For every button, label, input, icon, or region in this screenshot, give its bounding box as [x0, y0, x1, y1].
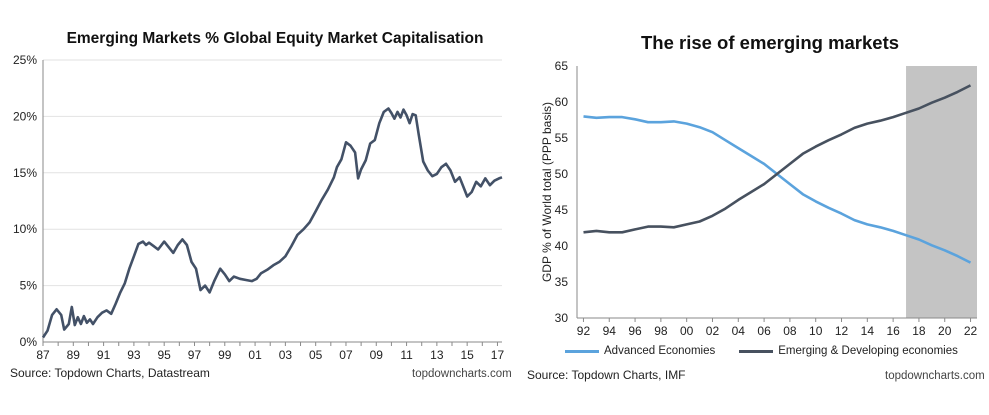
y-tick-label: 10% — [13, 222, 37, 236]
y-tick-label: 45 — [555, 203, 569, 217]
legend-item-advanced: Advanced Economies — [565, 345, 715, 357]
x-tick-label: 09 — [370, 348, 384, 362]
equity-cap-chart: 0% 5% 10% 15% 20% 25% 87 89 91 93 95 97 99 01 03 05 07 09… — [13, 53, 505, 362]
y-tick-label: 0% — [20, 335, 38, 349]
y-tick-label: 65 — [555, 59, 569, 73]
forecast-shade — [906, 66, 977, 318]
x-tick-label: 15 — [460, 348, 474, 362]
x-tick-label: 06 — [757, 324, 771, 338]
x-tick-label: 91 — [97, 348, 111, 362]
x-tick-label: 12 — [835, 324, 849, 338]
brand-label: topdowncharts.com — [412, 368, 512, 380]
gdp-share-chart-panel: The rise of emerging markets 30 35 40 45 50 5… — [515, 0, 989, 415]
x-tick-label: 05 — [309, 348, 323, 362]
x-tick-label: 03 — [279, 348, 293, 362]
equity-cap-chart-panel: Emerging Markets % Global Equity Market … — [10, 30, 512, 380]
legend-label: Emerging & Developing economies — [778, 345, 958, 357]
legend-item-emerging: Emerging & Developing economies — [739, 345, 958, 357]
x-tick-label: 10 — [809, 324, 823, 338]
x-tick-label: 98 — [654, 324, 668, 338]
x-tick-label: 14 — [861, 324, 875, 338]
x-tick-label: 13 — [430, 348, 444, 362]
y-tick-label: 40 — [555, 239, 569, 253]
x-tick-label: 17 — [491, 348, 505, 362]
x-tick-label: 18 — [912, 324, 926, 338]
x-tick-label: 00 — [680, 324, 694, 338]
x-tick-label: 20 — [938, 324, 952, 338]
y-axis-title: GDP % of World total (PPP basis) — [540, 101, 554, 283]
x-tick-label: 22 — [964, 324, 978, 338]
legend-label: Advanced Economies — [604, 345, 716, 357]
series-line-em-share — [41, 107, 503, 339]
x-tick-label: 93 — [127, 348, 141, 362]
chart-title: The rise of emerging markets — [640, 32, 900, 53]
x-tick-label: 99 — [218, 348, 232, 362]
y-tick-label: 35 — [555, 275, 569, 289]
legend-swatch — [565, 349, 599, 353]
y-tick-label: 60 — [555, 95, 569, 109]
x-tick-label: 08 — [783, 324, 797, 338]
y-tick-label: 30 — [555, 311, 569, 325]
x-tick-label: 07 — [339, 348, 353, 362]
y-tick-label: 55 — [555, 131, 569, 145]
x-tick-label: 01 — [248, 348, 262, 362]
x-tick-label: 02 — [706, 324, 720, 338]
x-tick-label: 96 — [628, 324, 642, 338]
source-note: Source: Topdown Charts, IMF — [527, 368, 686, 382]
x-tick-label: 92 — [577, 324, 591, 338]
x-tick-label: 16 — [886, 324, 900, 338]
series-line-emerging — [583, 84, 972, 234]
legend: Advanced Economies Emerging & Developing… — [565, 345, 982, 357]
x-tick-label: 11 — [400, 348, 413, 362]
source-note: Source: Topdown Charts, Datastream — [10, 366, 210, 380]
x-tick-label: 97 — [188, 348, 202, 362]
brand-label: topdowncharts.com — [885, 370, 985, 382]
y-tick-label: 50 — [555, 167, 569, 181]
x-tick-label: 94 — [603, 324, 617, 338]
y-tick-label: 5% — [20, 279, 38, 293]
y-tick-label: 15% — [13, 166, 37, 180]
legend-swatch — [739, 349, 774, 353]
x-tick-label: 87 — [36, 348, 50, 362]
x-tick-label: 95 — [158, 348, 172, 362]
gdp-share-chart: 30 35 40 45 50 55 60 65 92 94 96 98 00 02 04 06 08 10 12 14… — [555, 59, 978, 338]
y-tick-label: 20% — [13, 109, 37, 123]
x-tick-label: 04 — [732, 324, 746, 338]
y-tick-label: 25% — [13, 53, 37, 67]
chart-title: Emerging Markets % Global Equity Market … — [66, 30, 484, 47]
x-tick-label: 89 — [67, 348, 81, 362]
